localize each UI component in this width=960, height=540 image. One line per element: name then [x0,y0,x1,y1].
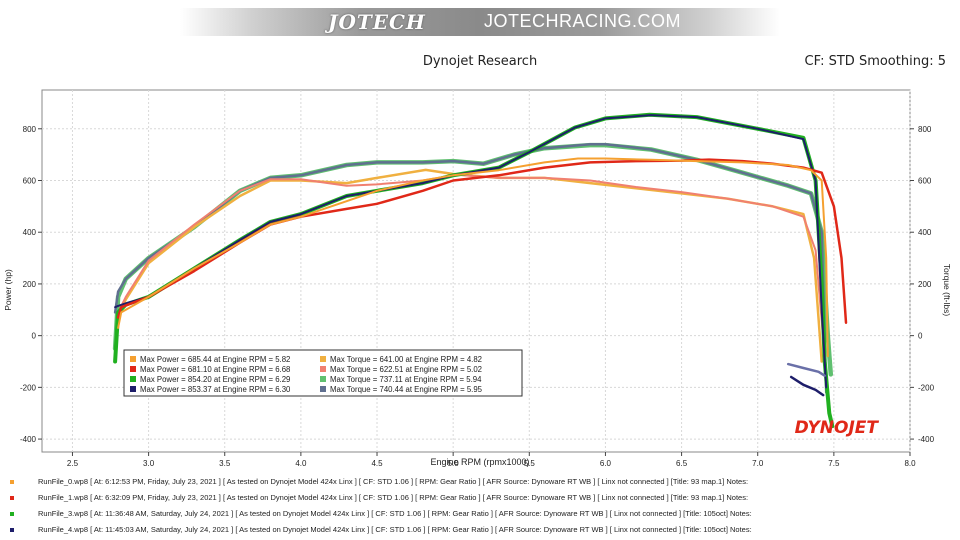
y-tick-label-left: 800 [23,125,37,134]
dyno-chart: 2.5 3.0 3.5 4.0 4.5 5.0 5.5 6.0 6.5 7.0 7.5 8.0 800 6… [3,89,952,468]
x-axis-label: Engine RPM (rpmx1000) [430,457,529,467]
legend-swatch [130,376,136,382]
x-tick-label: 8.0 [904,459,916,468]
y-axis-label-right: Torque (ft-lbs) [942,264,952,317]
run-file-text: RunFile_0.wp8 [ At: 6:12:53 PM, Friday, … [38,477,749,486]
legend-entry: Max Torque = 740.44 at Engine RPM = 5.95 [330,385,483,394]
x-tick-label: 6.0 [600,459,612,468]
legend: Max Power = 685.44 at Engine RPM = 5.82M… [123,349,523,397]
y-tick-label-left: 200 [23,280,37,289]
header-banner: JOTECH JOTECHRACING.COM [180,8,780,36]
y-tick-label-left: 600 [23,177,37,186]
run-file-text: RunFile_4.wp8 [ At: 11:45:03 AM, Saturda… [38,525,752,534]
legend-swatch [130,356,136,362]
y-tick-label-right: 600 [918,177,932,186]
y-tick-label-right: 200 [918,280,932,289]
y-tick-label-left: -400 [20,435,37,444]
y-tick-label-left: -200 [20,383,37,392]
legend-swatch [130,386,136,392]
legend-swatch [320,386,326,392]
legend-entry: Max Torque = 641.00 at Engine RPM = 4.82 [330,355,482,364]
x-tick-label: 3.5 [219,459,231,468]
run-file-row: RunFile_3.wp8 [ At: 11:36:48 AM, Saturda… [10,507,950,521]
legend-swatch [320,366,326,372]
x-tick-label: 4.0 [295,459,307,468]
x-tick-label: 4.5 [371,459,383,468]
legend-entry: Max Power = 853.37 at Engine RPM = 6.30 [140,385,291,394]
run-file-text: RunFile_1.wp8 [ At: 6:32:09 PM, Friday, … [38,493,749,502]
run-color-swatch [10,496,14,501]
tick-labels: 2.5 3.0 3.5 4.0 4.5 5.0 5.5 6.0 6.5 7.0 7.5 8.0 800 6… [20,125,935,468]
series-line-7 [117,157,829,358]
chart-title: Dynojet Research [422,54,538,69]
y-tick-label-right: 0 [918,332,923,341]
legend-entry: Max Power = 854.20 at Engine RPM = 6.29 [140,375,290,384]
legend-entry: Max Torque = 622.51 at Engine RPM = 5.02 [330,365,482,374]
x-tick-label: 7.0 [752,459,764,468]
cf-smoothing-label: CF: STD Smoothing: 5 [804,54,946,69]
legend-entry: Max Power = 685.44 at Engine RPM = 5.82 [140,355,290,364]
site-url: JOTECHRACING.COM [484,11,681,31]
legend-swatch [320,356,326,362]
legend-swatch [130,366,136,372]
y-tick-label-right: 800 [918,125,932,134]
jotech-logo: JOTECH [328,10,426,34]
y-tick-label-right: 400 [918,228,932,237]
x-tick-label: 5.5 [524,459,536,468]
series-group [112,112,848,429]
x-tick-label: 2.5 [67,459,79,468]
legend-entry: Max Torque = 737.11 at Engine RPM = 5.94 [330,375,482,384]
series-line-9 [789,375,825,397]
x-tick-label: 6.5 [676,459,688,468]
run-file-footer: RunFile_0.wp8 [ At: 6:12:53 PM, Friday, … [10,475,950,539]
run-color-swatch [10,528,14,533]
run-file-text: RunFile_3.wp8 [ At: 11:36:48 AM, Saturda… [38,509,752,518]
run-color-swatch [10,512,14,517]
run-file-row: RunFile_0.wp8 [ At: 6:12:53 PM, Friday, … [10,475,950,489]
x-tick-label: 3.0 [143,459,155,468]
y-tick-label-right: -200 [918,383,935,392]
y-axis-label-left: Power (hp) [3,269,13,311]
y-tick-label-left: 400 [23,228,37,237]
x-tick-label: 7.5 [828,459,840,468]
legend-entry: Max Power = 681.10 at Engine RPM = 6.68 [140,365,290,374]
run-file-row: RunFile_1.wp8 [ At: 6:32:09 PM, Friday, … [10,491,950,505]
run-color-swatch [10,480,14,485]
run-file-row: RunFile_4.wp8 [ At: 11:45:03 AM, Saturda… [10,523,950,537]
plot-frame [41,89,911,453]
dynojet-logo: DYNOJET [795,418,880,438]
x-tick-label: 5.0 [448,459,460,468]
y-tick-label-left: 0 [32,332,37,341]
legend-swatch [320,376,326,382]
series-line-8 [786,362,826,377]
y-tick-label-right: -400 [918,435,935,444]
